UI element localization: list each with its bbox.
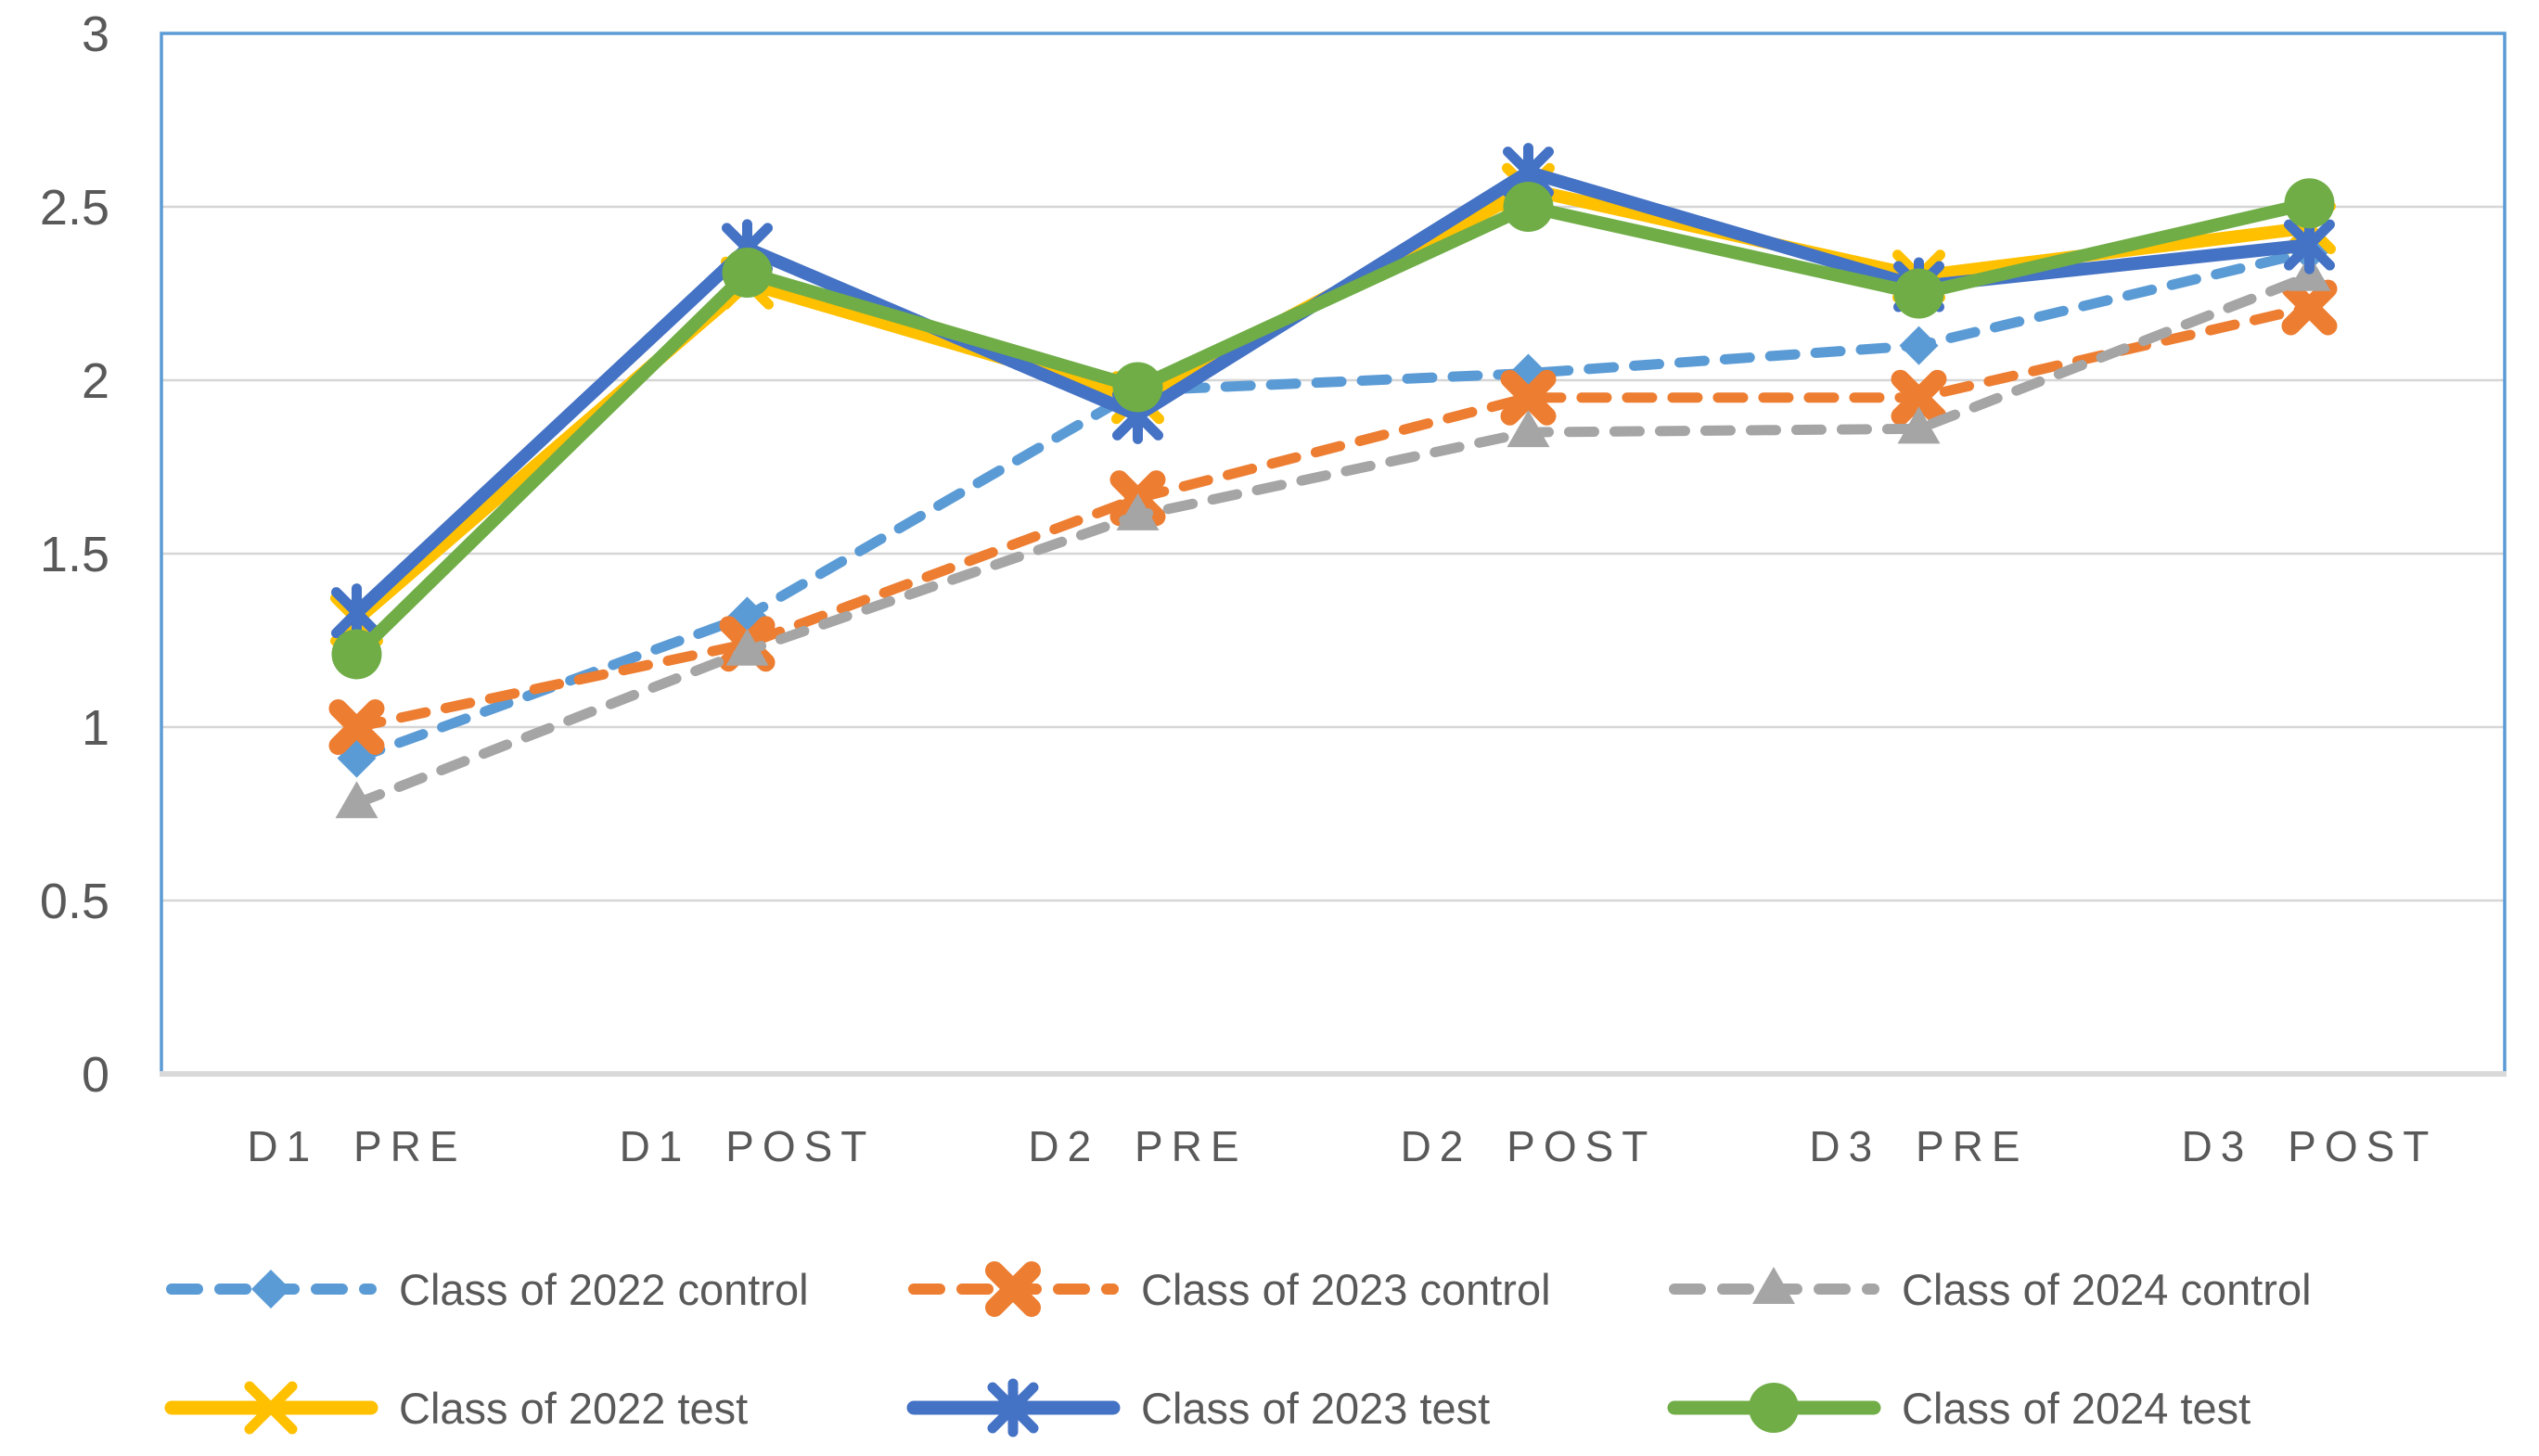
series-class-of-2024-control [335,253,2331,819]
series-line [350,183,2316,627]
data-point-marker-triangle [1507,410,1550,448]
data-point-marker-circle [722,248,773,299]
data-point-marker-diamond [1899,326,1939,365]
x-category-label: D1 PRE [247,1122,466,1170]
y-tick-label: 0 [82,1047,109,1103]
data-point-marker-circle [2284,178,2335,229]
x-category-label: D1 POST [620,1122,876,1170]
legend-label: Class of 2022 test [399,1384,748,1433]
data-point-marker-circle [1893,268,1944,319]
data-point-marker-asterisk [331,583,382,643]
x-axis-category-labels: D1 PRE D1 POST D2 PRE D2 POST D3 PRE D3 POST [247,1122,2438,1170]
legend-item-class-of-2024-test: Class of 2024 test [1667,1383,2250,1433]
series-line [350,197,2316,661]
data-point-marker-triangle [1752,1267,1795,1304]
legend-label: Class of 2024 test [1902,1384,2250,1433]
series-class-of-2023-test [331,143,2335,643]
data-point-marker-triangle [725,628,769,666]
data-point-marker-x-thick [2281,279,2338,336]
data-point-marker-asterisk [987,1378,1039,1437]
data-point-marker-triangle [335,781,378,819]
legend-label: Class of 2024 control [1902,1265,2312,1314]
data-point-marker-x-thick [1891,369,1947,426]
series-class-of-2022-test [330,162,2336,646]
y-tick-label: 2.5 [40,180,109,236]
data-point-marker-circle [331,629,382,680]
series-class-of-2024-test [331,178,2335,680]
data-point-marker-diamond [251,1270,290,1309]
legend-item-class-of-2024-control: Class of 2024 control [1669,1265,2312,1314]
legend-label: Class of 2023 test [1141,1384,1490,1433]
data-point-marker-triangle [1116,492,1160,530]
data-point-marker-circle [1503,182,1554,232]
series-line [352,247,2315,764]
legend-item-class-of-2022-control: Class of 2022 control [166,1265,809,1314]
y-tick-label: 0.5 [40,874,109,929]
gridlines [161,205,2505,902]
data-point-marker-circle [1749,1383,1799,1433]
y-tick-label: 1 [82,700,109,756]
y-tick-label: 2 [82,353,109,409]
legend-label: Class of 2023 control [1141,1265,1551,1314]
series-line [352,301,2315,733]
data-point-marker-x-thick [1500,369,1557,426]
data-point-marker-x-thick [328,699,385,755]
x-category-label: D2 POST [1401,1122,1657,1170]
y-tick-label: 1.5 [40,527,109,582]
legend-item-class-of-2022-test: Class of 2022 test [164,1381,748,1435]
x-category-label: D3 PRE [1809,1122,2028,1170]
data-point-marker-triangle [1897,406,1941,444]
x-category-label: D3 POST [2182,1122,2438,1170]
data-point-marker-x [244,1381,298,1435]
data-point-marker-x-thick [985,1261,1041,1317]
legend: Class of 2022 control Class of 2023 contr… [164,1261,2312,1437]
legend-item-class-of-2023-test: Class of 2023 test [906,1378,1490,1437]
y-tick-label: 3 [82,6,109,62]
y-axis-tick-labels: 0 0.5 1 1.5 2 2.5 3 [40,6,109,1103]
legend-label: Class of 2022 control [399,1265,809,1314]
x-category-label: D2 PRE [1028,1122,1247,1170]
data-point-marker-asterisk [2284,215,2335,275]
data-point-marker-circle [1112,362,1163,413]
series-line [352,271,2315,809]
legend-item-class-of-2023-control: Class of 2023 control [908,1261,1551,1317]
